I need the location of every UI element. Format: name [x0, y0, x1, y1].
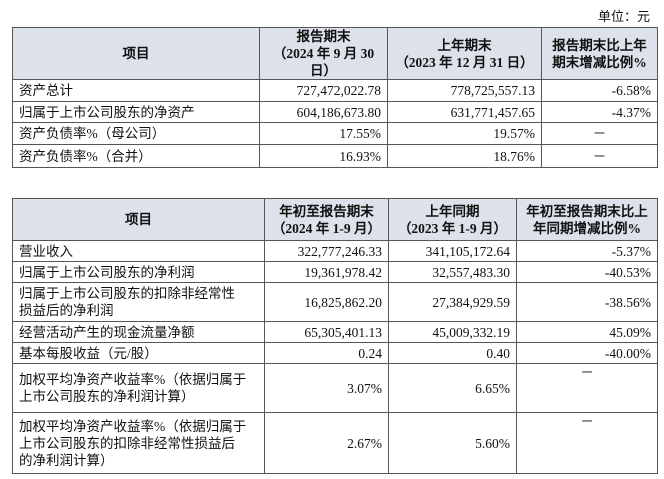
- value-cell: －: [541, 122, 658, 145]
- balance-table: 项目 报告期末 （2024 年 9 月 30 日） 上年期末 （2023 年 12 …: [12, 27, 658, 168]
- value-cell: 19,361,978.42: [264, 261, 389, 283]
- value-cell: －: [516, 363, 658, 413]
- value-cell: 45.09%: [516, 321, 658, 343]
- row-label: 营业收入: [12, 240, 265, 262]
- value-cell: 65,305,401.13: [264, 321, 389, 343]
- value-cell: 631,771,457.65: [387, 101, 542, 123]
- header-row: 项目 年初至报告期末 （2024 年 1-9 月） 上年同期 （2023 年 1-9…: [12, 198, 658, 241]
- header-cell: 年初至报告期末 （2024 年 1-9 月）: [264, 198, 389, 241]
- value-cell: 727,472,022.78: [259, 79, 388, 102]
- header-cell: 报告期末 （2024 年 9 月 30 日）: [259, 27, 388, 80]
- value-cell: -4.37%: [541, 101, 658, 123]
- value-cell: -40.53%: [516, 261, 658, 283]
- value-cell: 341,105,172.64: [388, 240, 517, 262]
- value-cell: 19.57%: [387, 122, 542, 145]
- value-cell: －: [516, 412, 658, 474]
- value-cell: 32,557,483.30: [388, 261, 517, 283]
- table-row: 经营活动产生的现金流量净额 65,305,401.13 45,009,332.19 4…: [12, 321, 658, 343]
- row-label: 资产总计: [12, 79, 260, 102]
- table-row: 归属于上市公司股东的扣除非经常性 损益后的净利润 16,825,862.20 27,…: [12, 282, 658, 322]
- value-cell: 2.67%: [264, 412, 389, 474]
- row-label: 基本每股收益（元/股）: [12, 342, 265, 364]
- row-label: 归属于上市公司股东的净利润: [12, 261, 265, 283]
- header-cell: 报告期末比上年 期末增减比例%: [541, 27, 658, 80]
- row-label: 归属于上市公司股东的扣除非经常性 损益后的净利润: [12, 282, 265, 322]
- value-cell: 778,725,557.13: [387, 79, 542, 102]
- row-label: 归属于上市公司股东的净资产: [12, 101, 260, 123]
- table-row: 基本每股收益（元/股） 0.24 0.40 -40.00%: [12, 342, 658, 364]
- table-row: 归属于上市公司股东的净利润 19,361,978.42 32,557,483.30-…: [12, 261, 658, 283]
- header-cell: 上年同期 （2023 年 1-9 月）: [388, 198, 517, 241]
- value-cell: -38.56%: [516, 282, 658, 322]
- row-label: 资产负债率%（母公司）: [12, 122, 260, 145]
- row-label: 资产负债率%（合并）: [12, 144, 260, 168]
- value-cell: 27,384,929.59: [388, 282, 517, 322]
- value-cell: －: [541, 144, 658, 168]
- value-cell: 6.65%: [388, 363, 517, 413]
- header-cell: 上年期末 （2023 年 12 月 31 日）: [387, 27, 542, 80]
- table-row: 加权平均净资产收益率%（依据归属于 上市公司股东的净利润计算） 3.07% 6.65…: [12, 363, 658, 413]
- table-row: 资产负债率%（母公司） 17.55% 19.57% －: [12, 122, 658, 145]
- header-row: 项目 报告期末 （2024 年 9 月 30 日） 上年期末 （2023 年 12 …: [12, 27, 658, 80]
- value-cell: -40.00%: [516, 342, 658, 364]
- value-cell: 3.07%: [264, 363, 389, 413]
- table-row: 归属于上市公司股东的净资产 604,186,673.80 631,771,457.6…: [12, 101, 658, 123]
- unit-label: 单位：元: [597, 9, 650, 24]
- value-cell: 5.60%: [388, 412, 517, 474]
- value-cell: 16,825,862.20: [264, 282, 389, 322]
- value-cell: 0.24: [264, 342, 389, 364]
- value-cell: 45,009,332.19: [388, 321, 517, 343]
- value-cell: 17.55%: [259, 122, 388, 145]
- row-label: 加权平均净资产收益率%（依据归属于 上市公司股东的扣除非经常性损益后 的净利润计…: [12, 412, 265, 474]
- value-cell: 0.40: [388, 342, 517, 364]
- table-row: 资产总计 727,472,022.78 778,725,557.13 -6.58%: [12, 79, 658, 102]
- table-row: 营业收入 322,777,246.33 341,105,172.64 -5.37%: [12, 240, 658, 262]
- value-cell: 322,777,246.33: [264, 240, 389, 262]
- value-cell: 18.76%: [387, 144, 542, 168]
- row-label: 经营活动产生的现金流量净额: [12, 321, 265, 343]
- value-cell: 16.93%: [259, 144, 388, 168]
- table-row: 加权平均净资产收益率%（依据归属于 上市公司股东的扣除非经常性损益后 的净利润计…: [12, 412, 658, 474]
- value-cell: -5.37%: [516, 240, 658, 262]
- income-table: 项目 年初至报告期末 （2024 年 1-9 月） 上年同期 （2023 年 1-9…: [12, 198, 658, 474]
- header-cell: 项目: [12, 198, 265, 241]
- header-cell: 年初至报告期末比上 年同期增减比例%: [516, 198, 658, 241]
- value-cell: 604,186,673.80: [259, 101, 388, 123]
- header-cell: 项目: [12, 27, 260, 80]
- table-row: 资产负债率%（合并） 16.93% 18.76% －: [12, 144, 658, 168]
- value-cell: -6.58%: [541, 79, 658, 102]
- row-label: 加权平均净资产收益率%（依据归属于 上市公司股东的净利润计算）: [12, 363, 265, 413]
